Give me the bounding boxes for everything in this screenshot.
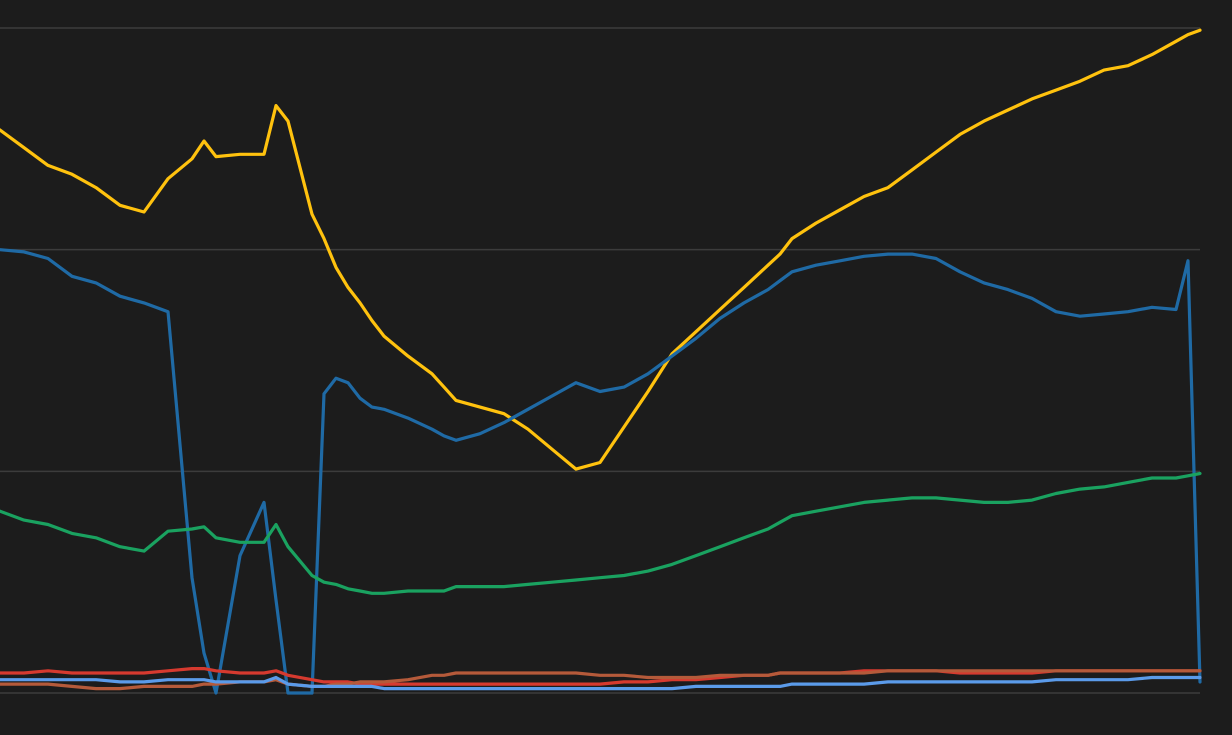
series-layer — [0, 28, 1202, 695]
series-line-5 — [0, 675, 1202, 691]
series-line-0 — [0, 28, 1202, 471]
series-line-4 — [0, 669, 1202, 691]
grid-layer — [0, 27, 1200, 694]
series-line-3 — [0, 666, 1202, 686]
series-line-2 — [0, 471, 1202, 595]
